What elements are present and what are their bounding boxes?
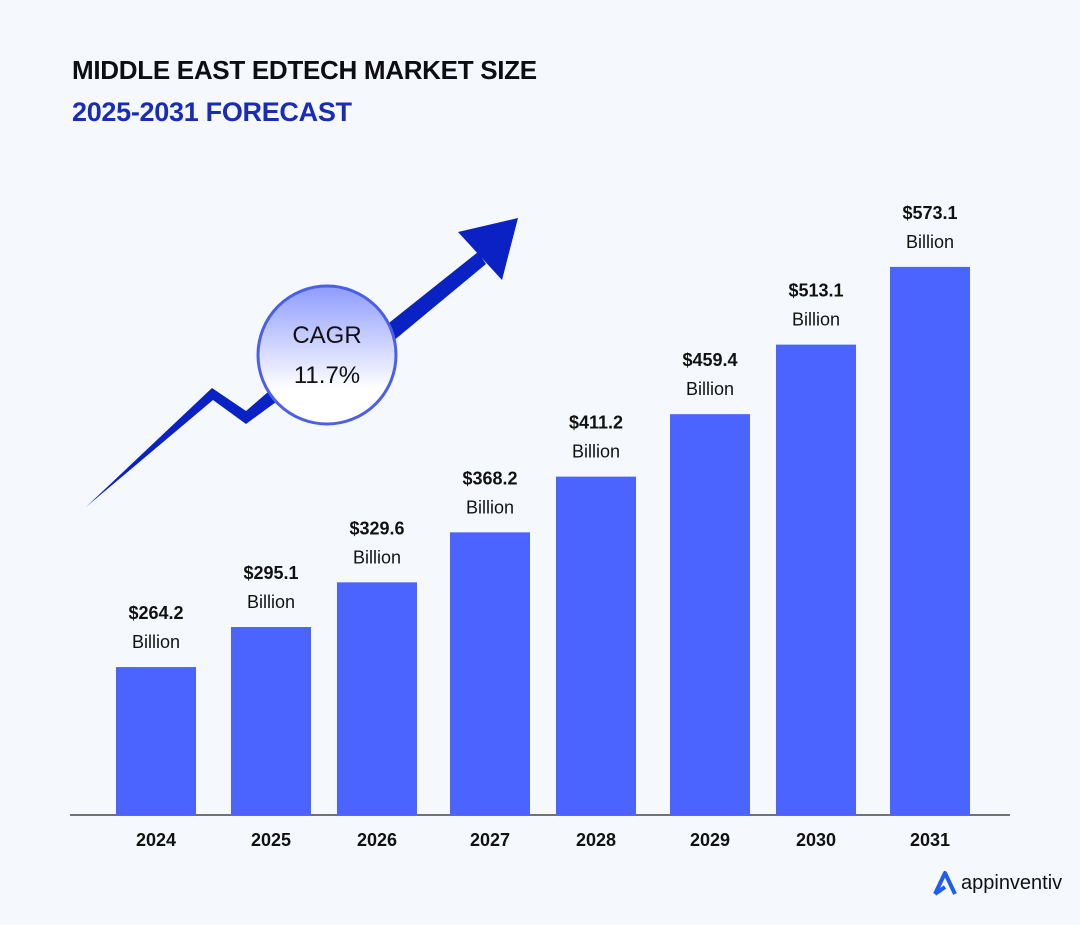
arrow-zigzag: [86, 388, 276, 507]
unit-label: Billion: [792, 310, 840, 330]
bar-2025: [231, 627, 311, 815]
bar-2027: [450, 532, 530, 815]
growth-arrow: [86, 218, 518, 507]
x-tick-label: 2031: [910, 830, 950, 850]
unit-label: Billion: [353, 547, 401, 567]
cagr-label: CAGR: [292, 322, 361, 349]
bar-2026: [337, 582, 417, 815]
value-label: $411.2: [569, 413, 623, 433]
brand-logo: appinventiv: [933, 870, 1062, 896]
x-tick-label: 2030: [796, 830, 836, 850]
x-tick-label: 2026: [357, 830, 397, 850]
unit-label: Billion: [572, 442, 620, 462]
value-label: $573.1: [902, 203, 957, 223]
chart-title: MIDDLE EAST EDTECH MARKET SIZE: [72, 55, 537, 85]
bar-2028: [556, 476, 636, 815]
unit-label: Billion: [906, 232, 954, 252]
brand-name: appinventiv: [961, 871, 1063, 894]
bar-2029: [670, 414, 750, 815]
appinventiv-logo-icon: [933, 871, 957, 896]
x-tick-label: 2024: [136, 830, 176, 850]
unit-label: Billion: [466, 497, 514, 517]
arrow-head: [458, 218, 518, 280]
value-label: $368.2: [462, 468, 517, 488]
value-label: $513.1: [788, 281, 843, 301]
x-tick-label: 2029: [690, 830, 730, 850]
arrow-shaft: [380, 252, 486, 342]
bar-2030: [776, 344, 856, 815]
x-tick-label: 2025: [251, 830, 291, 850]
bar-2024: [116, 667, 196, 815]
cagr-badge: CAGR 11.7%: [256, 284, 398, 426]
value-label: $459.4: [682, 350, 737, 370]
chart-subtitle: 2025-2031 FORECAST: [72, 97, 352, 127]
value-label: $295.1: [243, 563, 298, 583]
value-label: $329.6: [349, 518, 404, 538]
unit-label: Billion: [132, 632, 180, 652]
unit-label: Billion: [686, 379, 734, 399]
cagr-value: 11.7%: [294, 362, 360, 389]
unit-label: Billion: [247, 592, 295, 612]
x-tick-label: 2027: [470, 830, 510, 850]
x-tick-label: 2028: [576, 830, 616, 850]
bar-2031: [890, 266, 970, 815]
value-label: $264.2: [128, 603, 183, 623]
